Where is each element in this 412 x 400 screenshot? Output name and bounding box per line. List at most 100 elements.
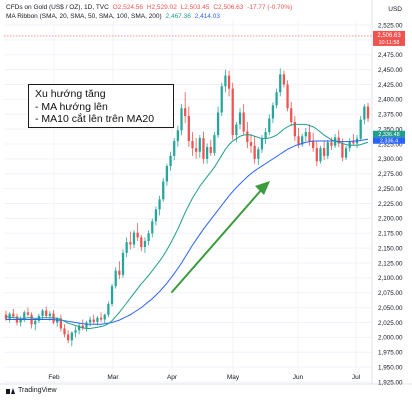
candle-body xyxy=(341,143,344,158)
candle-body xyxy=(202,138,205,159)
axis-unit-label: USD xyxy=(388,6,402,13)
price-axis[interactable]: 2,525.002,500.002,475.002,450.002,425.00… xyxy=(0,0,412,386)
open-value: O2,524.56 xyxy=(112,4,143,11)
candle-body xyxy=(264,132,267,139)
candle-body xyxy=(70,332,73,341)
candle-body xyxy=(41,310,44,316)
candle-body xyxy=(224,75,227,87)
ma-slow-line xyxy=(6,138,369,325)
candle-body xyxy=(114,270,117,287)
candle-body xyxy=(121,252,125,275)
candle-body xyxy=(125,242,128,253)
trend-annotation-box: Xu hướng tăng - MA hướng lên - MA10 cắt … xyxy=(28,84,174,128)
candle-body xyxy=(209,146,212,153)
candlestick-series xyxy=(4,68,370,347)
candle-body xyxy=(103,314,106,320)
candle-body xyxy=(143,240,147,247)
ma2-value: 2,414.03 xyxy=(194,13,220,20)
y-tick-label: 2,350.00 xyxy=(378,126,403,133)
candle-body xyxy=(348,141,351,149)
y-tick-label: 1,950.00 xyxy=(378,364,403,371)
candle-body xyxy=(279,74,282,93)
candle-body xyxy=(173,141,176,156)
tradingview-logo-icon xyxy=(6,387,15,394)
candle-body xyxy=(67,334,70,341)
candle-body xyxy=(195,148,198,152)
candle-body xyxy=(216,112,220,136)
y-tick-label: 2,400.00 xyxy=(378,97,403,104)
candle-body xyxy=(74,330,77,333)
candle-body xyxy=(4,314,8,320)
y-tick-label: 2,000.00 xyxy=(378,335,403,342)
y-tick-label: 2,375.00 xyxy=(378,112,403,119)
y-tick-label: 2,075.00 xyxy=(378,290,403,297)
x-tick-label: Feb xyxy=(48,374,60,381)
ma10-badge xyxy=(373,130,405,138)
candle-body xyxy=(242,112,245,132)
ma-fast-line xyxy=(5,123,369,329)
candle-body xyxy=(158,199,161,210)
candle-body xyxy=(176,130,179,142)
candle-body xyxy=(151,221,154,234)
last-price-badge xyxy=(373,30,405,46)
candle-body xyxy=(96,317,99,322)
candle-body xyxy=(238,112,242,125)
candle-body xyxy=(129,242,132,245)
candle-body xyxy=(315,148,318,162)
candle-body xyxy=(162,181,165,200)
candle-body xyxy=(257,149,260,159)
candle-body xyxy=(322,148,326,156)
candle-body xyxy=(19,319,22,323)
x-tick-label: May xyxy=(227,374,240,381)
y-tick-label: 2,525.00 xyxy=(378,22,403,29)
candle-body xyxy=(34,320,37,325)
last-price-label: 2,506.63 xyxy=(377,33,401,39)
candle-body xyxy=(231,88,234,136)
x-tick-label: Apr xyxy=(167,374,178,381)
candle-body xyxy=(169,155,172,167)
candle-body xyxy=(352,141,355,144)
candle-body xyxy=(12,313,15,317)
candle-body xyxy=(92,319,95,322)
high-value: H2,529.02 xyxy=(146,4,177,11)
candle-body xyxy=(165,166,169,182)
candle-body xyxy=(88,319,92,323)
candle-body xyxy=(26,312,30,315)
candle-body xyxy=(205,146,209,159)
candle-body xyxy=(191,141,194,149)
y-tick-label: 2,425.00 xyxy=(378,82,403,89)
candle-body xyxy=(85,322,88,328)
y-tick-label: 2,475.00 xyxy=(378,52,403,59)
y-tick-label: 2,300.00 xyxy=(378,156,403,163)
candle-body xyxy=(147,233,150,241)
candle-body xyxy=(213,135,216,153)
y-tick-label: 2,250.00 xyxy=(378,186,403,193)
candle-body xyxy=(132,232,136,245)
candle-body xyxy=(220,86,223,113)
candle-body xyxy=(297,136,300,145)
candle-body xyxy=(359,119,362,139)
candle-body xyxy=(249,142,253,146)
candle-body xyxy=(8,313,11,320)
y-tick-label: 2,025.00 xyxy=(378,320,403,327)
time-axis[interactable]: Feb Mar Apr May Jun Jul xyxy=(48,374,360,381)
candle-body xyxy=(282,74,286,85)
candle-body xyxy=(154,209,158,222)
candle-body xyxy=(227,75,231,89)
x-tick-label: Jun xyxy=(293,374,304,381)
candle-body xyxy=(312,141,315,149)
change-value: -17.77 (-0.70%) xyxy=(247,4,293,11)
close-value: C2,506.63 xyxy=(213,4,244,11)
candle-body xyxy=(260,138,264,150)
candle-body xyxy=(290,108,293,122)
candle-body xyxy=(110,286,114,305)
candle-body xyxy=(99,317,103,320)
candle-body xyxy=(326,142,329,156)
footer-brand[interactable]: TradingView xyxy=(6,387,57,394)
candle-body xyxy=(363,106,366,120)
candle-body xyxy=(337,137,340,144)
candle-body xyxy=(81,325,84,328)
y-tick-label: 1,925.00 xyxy=(378,379,403,386)
